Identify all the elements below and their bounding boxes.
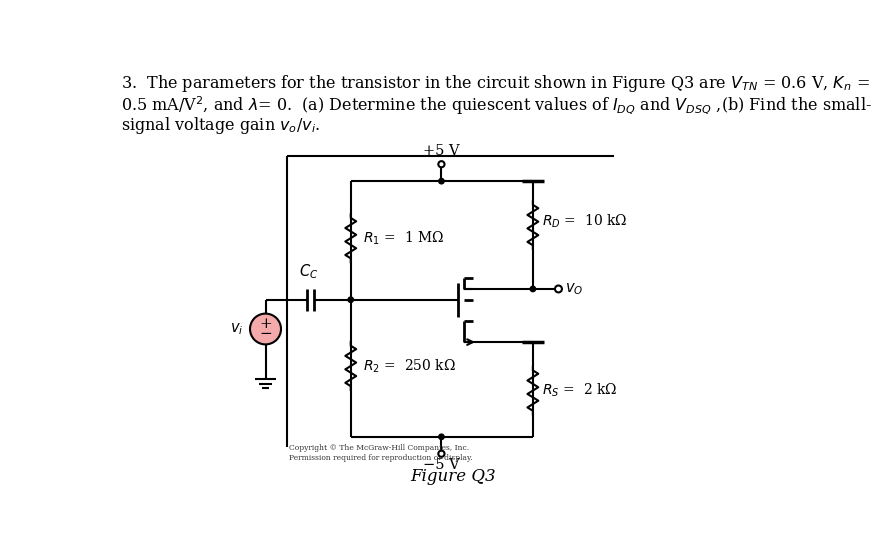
Text: Copyright © The McGraw-Hill Companies, Inc.
Permission required for reproduction: Copyright © The McGraw-Hill Companies, I… <box>289 445 472 461</box>
Text: $R_2$ =  250 kΩ: $R_2$ = 250 kΩ <box>363 357 456 375</box>
Circle shape <box>250 314 281 344</box>
Text: +5 V: +5 V <box>423 144 460 158</box>
Text: −5 V: −5 V <box>423 458 460 472</box>
Text: −: − <box>259 328 272 342</box>
Circle shape <box>530 286 536 292</box>
Text: $R_S$ =  2 kΩ: $R_S$ = 2 kΩ <box>542 382 618 399</box>
Text: $R_D$ =  10 kΩ: $R_D$ = 10 kΩ <box>542 212 628 230</box>
Text: $v_i$: $v_i$ <box>231 321 244 337</box>
Text: $C_C$: $C_C$ <box>299 263 318 281</box>
Text: Figure Q3: Figure Q3 <box>410 468 496 486</box>
Text: 0.5 mA/V$^2$, and $\lambda$= 0.  (a) Determine the quiescent values of $I_{DQ}$ : 0.5 mA/V$^2$, and $\lambda$= 0. (a) Dete… <box>121 94 873 116</box>
Text: $R_1$ =  1 MΩ: $R_1$ = 1 MΩ <box>363 230 445 247</box>
Circle shape <box>438 179 444 184</box>
Text: 3.  The parameters for the transistor in the circuit shown in Figure Q3 are $V_{: 3. The parameters for the transistor in … <box>121 73 870 95</box>
Text: +: + <box>259 318 272 332</box>
Text: $v_O$: $v_O$ <box>566 281 583 297</box>
Circle shape <box>438 434 444 440</box>
Circle shape <box>348 297 354 302</box>
Text: signal voltage gain $v_o$/$v_i$.: signal voltage gain $v_o$/$v_i$. <box>121 115 321 136</box>
